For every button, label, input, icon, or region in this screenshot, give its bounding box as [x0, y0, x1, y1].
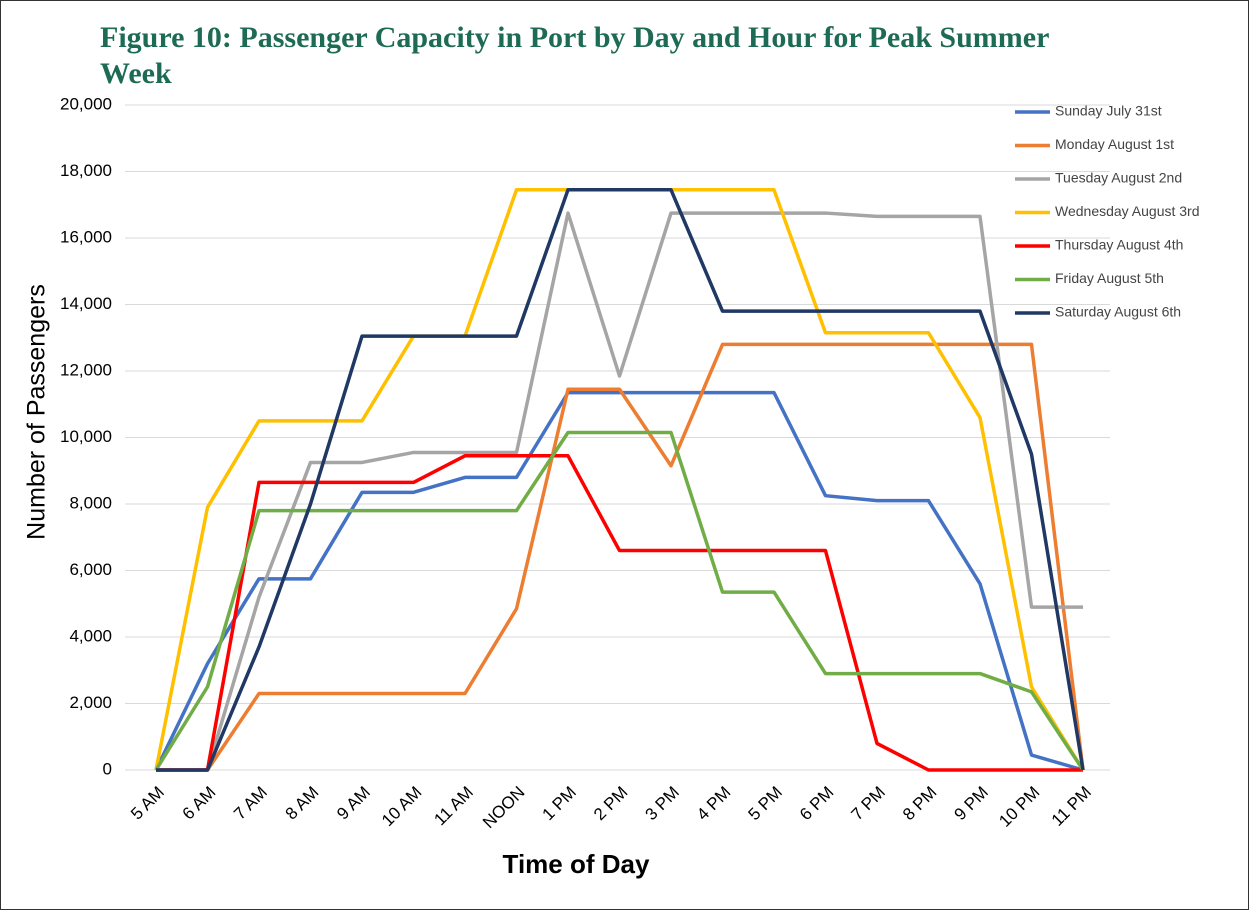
x-tick-label: 6 PM [796, 783, 837, 824]
x-tick-label: 7 PM [848, 783, 889, 824]
data-line [156, 211, 1083, 772]
data-line [154, 430, 1085, 771]
legend-label: Monday August 1st [1055, 136, 1174, 152]
data-line [156, 342, 1085, 772]
x-tick-label: 8 PM [899, 783, 940, 824]
data-line [154, 188, 1085, 771]
x-axis-label: Time of Day [503, 849, 650, 879]
x-tick-label: 4 PM [693, 783, 734, 824]
x-tick-label: 11 PM [1048, 783, 1095, 830]
y-tick-label: 20,000 [60, 94, 112, 113]
legend-label: Tuesday August 2nd [1055, 170, 1182, 186]
y-tick-label: 4,000 [69, 626, 112, 645]
x-tick-label: 10 PM [995, 783, 1043, 831]
legend: Sunday July 31st Monday August 1st Tuesday… [1015, 103, 1200, 320]
x-tick-label: 8 AM [282, 783, 323, 824]
x-tick-label: 3 PM [642, 783, 683, 824]
x-tick-label: 9 AM [333, 783, 374, 824]
x-tick-label: 7 AM [230, 783, 271, 824]
legend-label: Sunday July 31st [1055, 103, 1162, 119]
x-tick-label: NOON [479, 783, 528, 832]
data-line [156, 188, 1085, 772]
data-line [154, 390, 1084, 772]
x-tick-label: 5 PM [745, 783, 786, 824]
x-tick-label: 6 AM [179, 783, 220, 824]
y-tick-label: 14,000 [60, 294, 112, 313]
y-tick-label: 16,000 [60, 227, 112, 246]
legend-label: Wednesday August 3rd [1055, 203, 1200, 219]
x-tick-label: 10 AM [378, 783, 426, 831]
y-tick-label: 18,000 [60, 161, 112, 180]
y-tick-label: 2,000 [69, 693, 112, 712]
chart-title: Figure 10: Passenger Capacity in Port by… [100, 21, 1049, 90]
x-tick-label: 9 PM [951, 783, 992, 824]
data-line [156, 454, 1083, 772]
y-tick-label: 10,000 [60, 427, 112, 446]
x-tick-label: 2 PM [590, 783, 631, 824]
x-tick-label: 5 AM [127, 783, 168, 824]
y-tick-label: 0 [103, 759, 112, 778]
y-tick-label: 6,000 [69, 560, 112, 579]
legend-label: Friday August 5th [1055, 270, 1164, 286]
y-tick-label: 12,000 [60, 360, 112, 379]
y-axis-label: Number of Passengers [23, 284, 51, 540]
x-tick-label: 1 PM [539, 783, 580, 824]
legend-label: Thursday August 4th [1055, 237, 1183, 253]
y-tick-label: 8,000 [69, 493, 112, 512]
legend-label: Saturday August 6th [1055, 304, 1181, 320]
x-tick-label: 11 AM [430, 783, 477, 830]
